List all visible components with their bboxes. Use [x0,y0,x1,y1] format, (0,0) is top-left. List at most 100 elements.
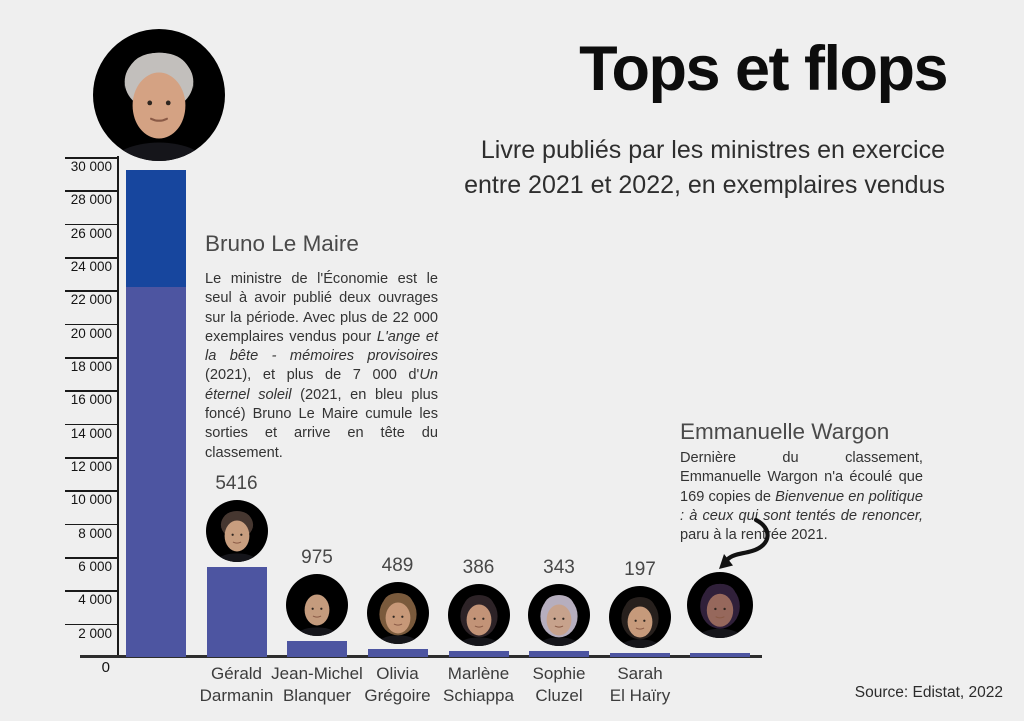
source-credit: Source: Edistat, 2022 [854,684,1003,701]
y-axis-tick-label: 26 000 [70,225,112,241]
chart-subtitle-line1: Livre publiés par les ministres en exerc… [480,136,945,164]
book-title-italic: Bienvenue en politique : à ceux qui sont… [680,488,923,524]
portrait-olivia-gregoire [366,581,429,644]
bar-name-label-marlene-schiappa: Marlène Schiappa [414,663,544,706]
chart-subtitle: Livre publiés par les ministres en exerc… [464,133,945,203]
chart-subtitle-line2: entre 2021 et 2022, en exemplaires vendu… [464,171,945,199]
y-axis-tick-mark [65,590,117,592]
bar-name-label-sarah-el-hairy: Sarah El Haïry [575,663,705,706]
portrait-sarah-el-hairy [609,585,671,648]
bar-name-line: Sarah [617,664,663,683]
bar-segment-emmanuelle-wargon [690,652,750,657]
bar-name-label-sophie-cluzel: Sophie Cluzel [494,663,624,706]
annotation-bruno-text: Le ministre de l'Économie est le seul à … [205,270,438,463]
y-axis-tick-mark [65,457,117,459]
bar-segment-gerald-darmanin [206,566,267,657]
bar-name-line: Cluzel [535,685,583,705]
y-axis-tick-label: 12 000 [70,459,112,474]
curved-arrow-icon [719,517,770,569]
bar-value-label-sarah-el-hairy: 197 [624,558,656,580]
bar-bruno-le-maire [126,170,186,657]
y-axis-tick-mark [65,423,117,426]
bar-name-label-jean-michel-blanquer: Jean-Michel Blanquer [252,663,382,706]
bar-emmanuelle-wargon [690,652,750,657]
bar-segment-jean-michel-blanquer [287,640,347,658]
bar-name-line: Schiappa [443,685,514,705]
y-axis-tick-label: 30 000 [70,159,112,174]
y-axis-tick-mark [65,223,117,226]
book-title-italic: Un éternel soleil [205,367,438,403]
bar-name-line: Marlène [447,664,510,683]
annotation-text-run: (2021), et plus de 7 000 d' [205,367,420,384]
portrait-marlene-schiappa [447,583,510,646]
bar-name-line: Gérald [210,664,263,683]
bar-value-label-sophie-cluzel: 343 [543,557,575,579]
y-axis-tick-mark [65,257,117,259]
bar-gerald-darmanin [206,566,267,657]
bar-value-label-olivia-gregoire: 489 [381,554,414,576]
bar-name-line: Darmanin [199,685,274,705]
y-axis-tick-mark [65,190,117,192]
portrait-bruno-le-maire [93,29,225,161]
y-axis-tick-label: 18 000 [70,359,112,374]
bar-jean-michel-blanquer [287,640,347,658]
y-axis-tick-mark [65,290,117,292]
y-axis-tick-mark [65,523,117,526]
bar-name-label-olivia-gregoire: Olivia Grégoire [333,663,463,706]
annotation-text-run: Dernière du classement, Emmanuelle Wargo… [680,450,923,505]
bar-marlene-schiappa [448,650,509,657]
bar-name-line: Jean-Michel [271,664,363,683]
portrait-gerald-darmanin [205,499,268,562]
chart-title: Tops et flops [579,34,948,104]
y-axis-tick-mark [65,323,117,326]
y-axis-tick-label: 8 000 [78,525,112,541]
bar-name-line: Blanquer [282,685,352,705]
portrait-sophie-cluzel [528,584,590,647]
bar-segment-olivia-gregoire [367,648,428,658]
y-axis-tick-label: 4 000 [78,592,112,608]
bar-segment-bruno-le-maire [126,170,186,287]
y-axis-tick-mark [65,390,117,392]
y-axis-line [117,156,119,657]
bar-name-line: El Haïry [609,685,671,705]
y-axis-tick-mark [65,557,117,559]
bar-value-label-gerald-darmanin: 5416 [215,472,258,494]
annotation-text-run: paru à la rentrée 2021. [680,527,828,544]
bar-olivia-gregoire [367,648,428,658]
y-axis-origin-label: 0 [101,659,110,676]
bar-name-label-gerald-darmanin: Gérald Darmanin [172,663,302,706]
bar-sophie-cluzel [529,651,589,657]
y-axis-tick-label: 28 000 [70,192,112,208]
y-axis-tick-label: 10 000 [70,492,112,508]
annotation-text-run: (2021, en bleu plus foncé) Bruno Le Mair… [205,386,438,461]
bar-value-label-marlene-schiappa: 386 [462,556,495,578]
y-axis-tick-label: 24 000 [70,259,112,274]
annotation-wargon-heading: Emmanuelle Wargon [680,419,890,444]
bar-segment-sophie-cluzel [529,651,589,657]
bar-segment-marlene-schiappa [448,650,509,657]
bar-name-line: Grégoire [364,685,431,705]
bar-name-line: Sophie [532,664,586,683]
y-axis-tick-label: 16 000 [70,392,112,408]
annotation-wargon-text: Dernière du classement, Emmanuelle Wargo… [680,449,923,545]
bar-sarah-el-hairy [610,652,670,657]
bar-value-label-jean-michel-blanquer: 975 [301,546,333,568]
portrait-jean-michel-blanquer [286,573,348,636]
bar-name-line: Olivia [376,664,419,683]
y-axis-tick-label: 20 000 [70,325,112,341]
bar-segment-bruno-le-maire [126,286,186,657]
y-axis-tick-mark [65,490,117,492]
annotation-bruno-heading: Bruno Le Maire [205,231,359,256]
book-title-italic: L'ange et la bête - mémoires provisoires [205,328,439,365]
y-axis-tick-label: 14 000 [70,425,112,441]
y-axis-tick-label: 22 000 [70,292,112,308]
y-axis-tick-mark [65,357,117,359]
portrait-emmanuelle-wargon [687,571,753,638]
y-axis-tick-label: 2 000 [78,625,112,641]
y-axis-tick-label: 6 000 [78,559,112,574]
bar-segment-sarah-el-hairy [610,652,670,657]
y-axis-tick-mark [65,623,117,626]
y-axis-tick-mark [65,157,117,159]
annotation-text-run: Le ministre de l'Économie est le seul à … [205,271,438,345]
